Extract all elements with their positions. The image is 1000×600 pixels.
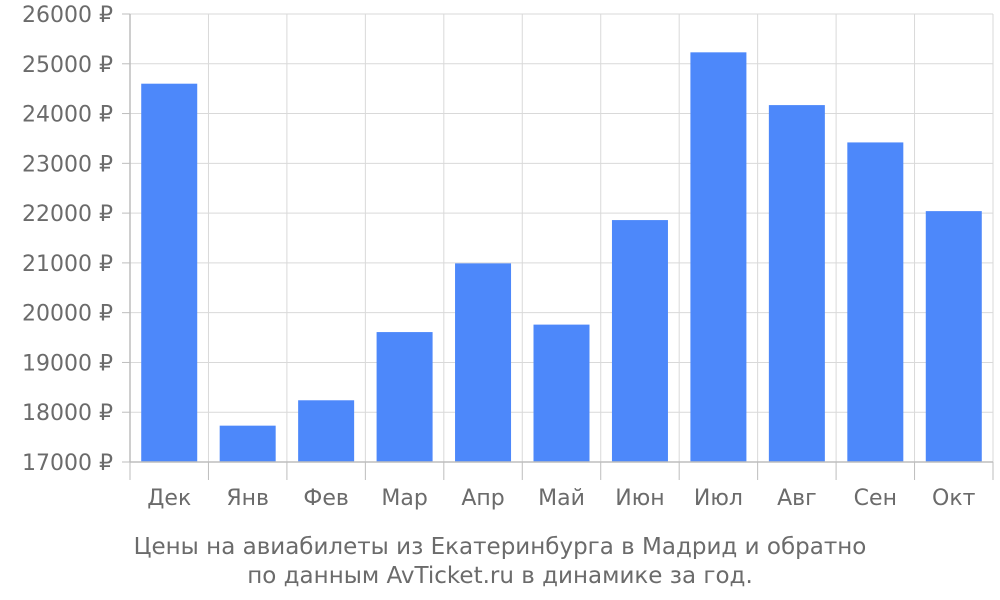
x-tick-label: Май <box>538 486 585 511</box>
x-tick-label: Фев <box>303 486 348 511</box>
x-tick-label: Дек <box>147 486 191 511</box>
y-tick-label: 18000 ₽ <box>22 401 113 426</box>
y-tick-label: 24000 ₽ <box>22 103 113 128</box>
y-tick-label: 19000 ₽ <box>22 351 113 376</box>
x-tick-label: Апр <box>461 486 504 511</box>
bar-6 <box>533 324 590 462</box>
chart-caption-line-1: Цены на авиабилеты из Екатеринбурга в Ма… <box>133 534 867 560</box>
bar-8 <box>690 52 747 462</box>
bar-4 <box>376 332 433 462</box>
bar-1 <box>141 83 198 462</box>
bar-5 <box>455 263 512 462</box>
y-tick-label: 20000 ₽ <box>22 302 113 327</box>
y-tick-label: 23000 ₽ <box>22 152 113 177</box>
bar-11 <box>925 211 982 462</box>
x-tick-label: Янв <box>226 486 269 511</box>
bar-10 <box>847 142 904 462</box>
x-tick-label: Окт <box>932 486 976 511</box>
bar-chart: 17000 ₽ 18000 ₽ 19000 ₽ 20000 ₽ 21000 ₽ 22000… <box>22 3 994 511</box>
bar-9 <box>768 105 825 463</box>
y-tick-label: 26000 ₽ <box>22 3 113 28</box>
axes <box>122 13 994 480</box>
y-tick-label: 25000 ₽ <box>22 53 113 78</box>
x-tick-label: Июн <box>615 486 664 511</box>
bar-2 <box>219 425 276 462</box>
y-tick-label: 22000 ₽ <box>22 202 113 227</box>
bar-7 <box>611 220 668 462</box>
x-tick-label: Июл <box>694 486 743 511</box>
chart-caption-line-2: по данным AvTicket.ru в динамике за год. <box>247 563 753 589</box>
x-tick-label: Авг <box>777 486 817 511</box>
y-tick-label: 17000 ₽ <box>22 451 113 476</box>
bar-3 <box>298 400 355 462</box>
x-tick-labels: Дек Янв Фев Мар Апр Май Июн Июл Авг Сен Окт <box>147 486 975 511</box>
x-tick-label: Мар <box>381 486 427 511</box>
bars-group <box>141 52 982 463</box>
y-tick-label: 21000 ₽ <box>22 252 113 277</box>
y-tick-labels: 17000 ₽ 18000 ₽ 19000 ₽ 20000 ₽ 21000 ₽ 22000… <box>22 3 113 476</box>
x-tick-label: Сен <box>854 486 897 511</box>
